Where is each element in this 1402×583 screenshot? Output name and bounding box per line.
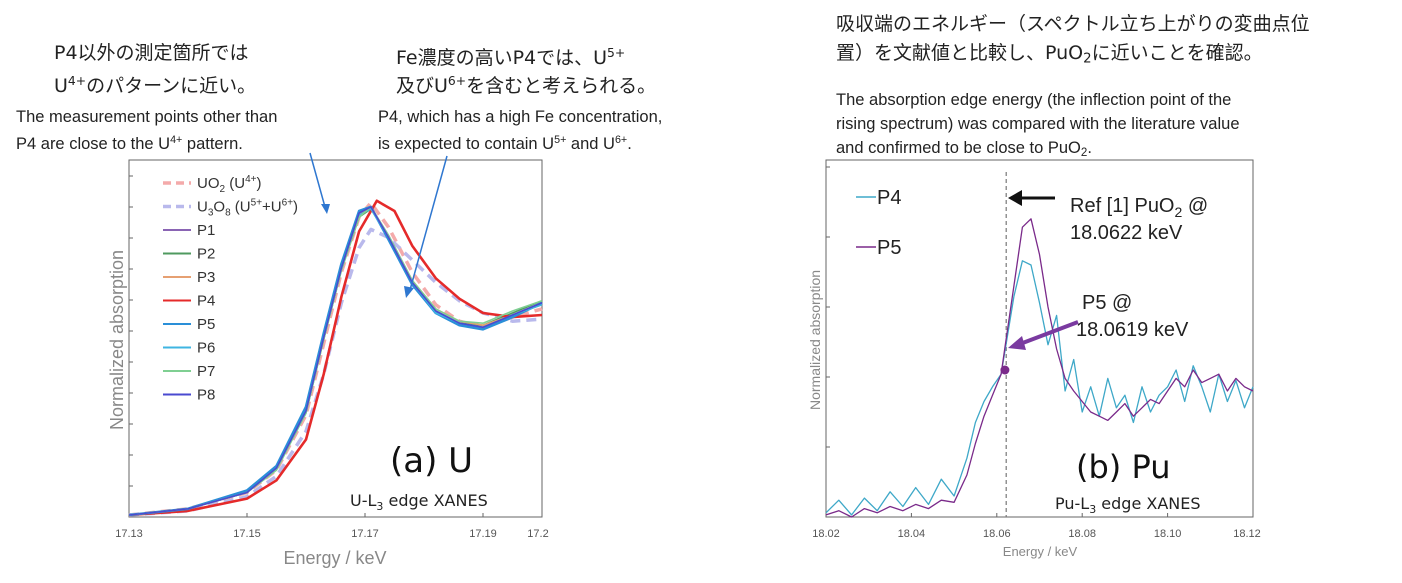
- chart-u-xtick-label: 17.15: [233, 528, 261, 540]
- legend-label-u-p6: P6: [197, 340, 215, 357]
- chart-pu-xtick-label: 18.12: [1233, 528, 1261, 540]
- mid-en-line-2: is expected to contain U5+ and U6+.: [378, 134, 632, 153]
- right-en-line-1: The absorption edge energy (the inflecti…: [836, 91, 1232, 109]
- legend-label-u-u3o8: U3O8 (U5++U6+): [197, 198, 298, 219]
- series-line-pu-pu_p5: [825, 218, 1254, 518]
- chart-pu-yticks: [826, 166, 830, 448]
- series-line-u-p8: [128, 206, 543, 516]
- chart-pu-xtick-label: 18.02: [812, 528, 840, 540]
- chart-u-xtick-label: 17.2: [527, 528, 548, 540]
- series-line-u-u3o8: [128, 227, 543, 517]
- chart-pu-xlabel: Energy / keV: [1003, 544, 1078, 559]
- chart-u-xtick-label: 17.17: [351, 528, 379, 540]
- right-en-line-2: rising spectrum) was compared with the l…: [836, 115, 1240, 133]
- chart-pu-legend: P4 P5: [856, 187, 901, 259]
- series-line-u-p5: [128, 205, 543, 517]
- legend-label-u-p7: P7: [197, 363, 215, 380]
- chart-pu-ylabel: Normalized absorption: [807, 270, 823, 410]
- ref-label-line-2: 18.0622 keV: [1070, 222, 1183, 244]
- chart-u-xtick-label: 17.19: [469, 528, 497, 540]
- chart-pu-xtick-label: 18.10: [1154, 528, 1182, 540]
- chart-u-xlabel: Energy / keV: [283, 548, 386, 568]
- legend-label-u-p1: P1: [197, 222, 215, 239]
- chart-u-xticks: 17.13 17.15 17.17 17.19 17.2: [115, 175, 549, 540]
- series-line-u-p6: [128, 208, 543, 516]
- mid-jp-line-2: 及びU6+を含むと考えられる。: [396, 74, 657, 97]
- left-en-line-2: P4 are close to the U4+ pattern.: [16, 134, 243, 153]
- chart-pu-xtick-label: 18.04: [898, 528, 926, 540]
- series-line-u-p3: [128, 206, 543, 516]
- arrow-left-annotation: [309, 152, 326, 208]
- right-jp-line-2: 置）を文献値と比較し、PuO2に近いことを確認。: [836, 42, 1263, 67]
- chart-pu-series: [825, 218, 1254, 518]
- p5-label-line-1: P5 @: [1082, 292, 1132, 314]
- ref-label-line-1: Ref [1] PuO2 @: [1070, 195, 1208, 220]
- left-jp-line-1: P4以外の測定箇所では: [54, 42, 249, 64]
- chart-u-plot-frame: [128, 159, 543, 518]
- left-jp-line-2: U4+のパターンに近い。: [54, 74, 257, 97]
- legend-label-u-p3: P3: [197, 269, 215, 286]
- chart-pu-subtitle: Pu-L3 edge XANES: [1055, 494, 1201, 516]
- p5-label-line-2: 18.0619 keV: [1076, 319, 1189, 341]
- chart-u-series: [128, 199, 543, 517]
- legend-label-pu-pu_p5: P5: [877, 237, 901, 259]
- chart-u-subtitle: U-L3 edge XANES: [350, 491, 488, 513]
- legend-label-u-p5: P5: [197, 316, 215, 333]
- series-line-u-p4: [128, 199, 543, 517]
- chart-u-title: (a) U: [390, 441, 473, 481]
- mid-en-line-1: P4, which has a high Fe concentration,: [378, 108, 663, 126]
- chart-pu-xtick-label: 18.06: [983, 528, 1011, 540]
- legend-label-u-p2: P2: [197, 246, 215, 263]
- legend-label-u-p8: P8: [197, 387, 215, 404]
- arrow-mid-head: [404, 286, 414, 298]
- series-line-u-p2: [128, 208, 543, 516]
- chart-pu-plot-frame: [825, 159, 1254, 518]
- mid-jp-line-1: Fe濃度の高いP4では、U5+: [396, 46, 626, 69]
- p5-edge-point: [1000, 365, 1010, 375]
- arrow-left-head: [321, 204, 330, 214]
- series-line-u-uo2: [128, 201, 543, 517]
- chart-pu-xticks: 18.02 18.04 18.06 18.08 18.10 18.12: [812, 513, 1261, 540]
- p5-arrow-shaft: [1019, 320, 1079, 346]
- right-en-line-3: and confirmed to be close to PuO2.: [836, 139, 1092, 159]
- chart-u-xtick-label: 17.13: [115, 528, 143, 540]
- p5-arrow-head: [1008, 336, 1026, 350]
- chart-u-ylabel: Normalized absorption: [107, 250, 127, 430]
- series-line-u-p7: [128, 206, 543, 516]
- legend-label-u-uo2: UO2 (U4+): [197, 174, 261, 195]
- series-line-pu-pu_p4: [825, 260, 1254, 516]
- series-line-u-p1: [128, 206, 543, 516]
- right-jp-line-1: 吸収端のエネルギー（スペクトル立ち上がりの変曲点位: [836, 13, 1310, 35]
- legend-label-pu-pu_p4: P4: [877, 187, 901, 209]
- chart-pu-title: (b) Pu: [1076, 448, 1170, 486]
- chart-u-legend: UO2 (U4+) U3O8 (U5++U6+) P1 P2 P3 P4 P5 P6 P7 P8: [163, 174, 298, 404]
- ref-arrow-head: [1008, 190, 1022, 206]
- chart-pu-xtick-label: 18.08: [1068, 528, 1096, 540]
- arrow-mid-annotation: [409, 155, 448, 291]
- legend-label-u-p4: P4: [197, 293, 215, 310]
- left-en-line-1: The measurement points other than: [16, 108, 278, 126]
